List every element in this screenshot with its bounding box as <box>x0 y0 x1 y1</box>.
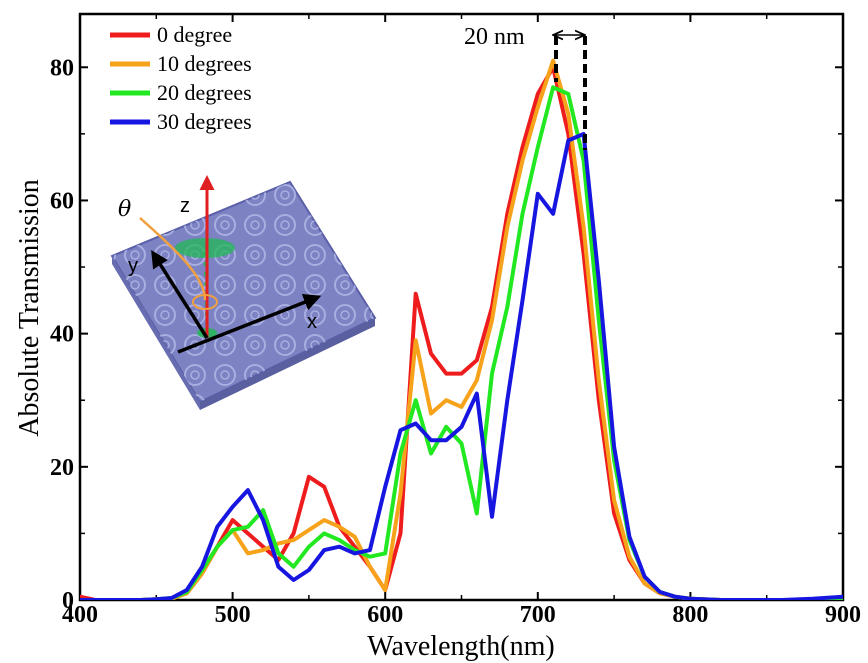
legend-label-0: 0 degree <box>157 22 232 47</box>
y-tick-label: 20 <box>50 455 74 481</box>
legend-label-3: 30 degrees <box>157 109 252 134</box>
y-label: y <box>128 255 138 277</box>
y-axis-arrow <box>151 250 209 339</box>
legend-label-1: 10 degrees <box>157 51 252 76</box>
legend-label-2: 20 degrees <box>157 80 252 105</box>
wavelength-shift-annotation: 20 nm <box>464 24 587 150</box>
annotation-label: 20 nm <box>464 24 525 50</box>
series-line-3 <box>80 131 843 600</box>
z-label: z <box>180 195 190 217</box>
tick-labels: 400 500 600 700 800 900 0 20 40 60 80 <box>50 55 861 628</box>
legend: 0 degree 10 degrees 20 degrees 30 degrees <box>110 22 252 134</box>
y-tick-label: 0 <box>62 588 74 614</box>
theta-label: θ <box>118 197 131 222</box>
theta-arc <box>139 217 207 301</box>
y-tick-label: 40 <box>50 322 74 348</box>
series-layer <box>80 58 843 600</box>
x-tick-label: 500 <box>215 602 251 628</box>
x-tick-label: 700 <box>520 602 556 628</box>
x-axis-title: Wavelength(nm) <box>367 631 554 662</box>
y-tick-label: 80 <box>50 55 74 81</box>
x-axis-arrow <box>177 293 322 354</box>
beam-spot-top <box>175 238 235 258</box>
x-tick-label: 600 <box>367 602 403 628</box>
x-tick-label: 400 <box>62 602 98 628</box>
x-label: x <box>307 311 317 333</box>
x-tick-label: 900 <box>825 602 861 628</box>
y-tick-label: 60 <box>50 188 74 214</box>
beam-column <box>203 251 209 331</box>
metasurface-plate <box>110 180 377 410</box>
inset-illustration: θ z y x <box>110 175 377 410</box>
x-tick-label: 800 <box>672 602 708 628</box>
y-axis-title: Absolute Transmission <box>14 179 45 437</box>
theta-arc-ring <box>192 294 218 310</box>
